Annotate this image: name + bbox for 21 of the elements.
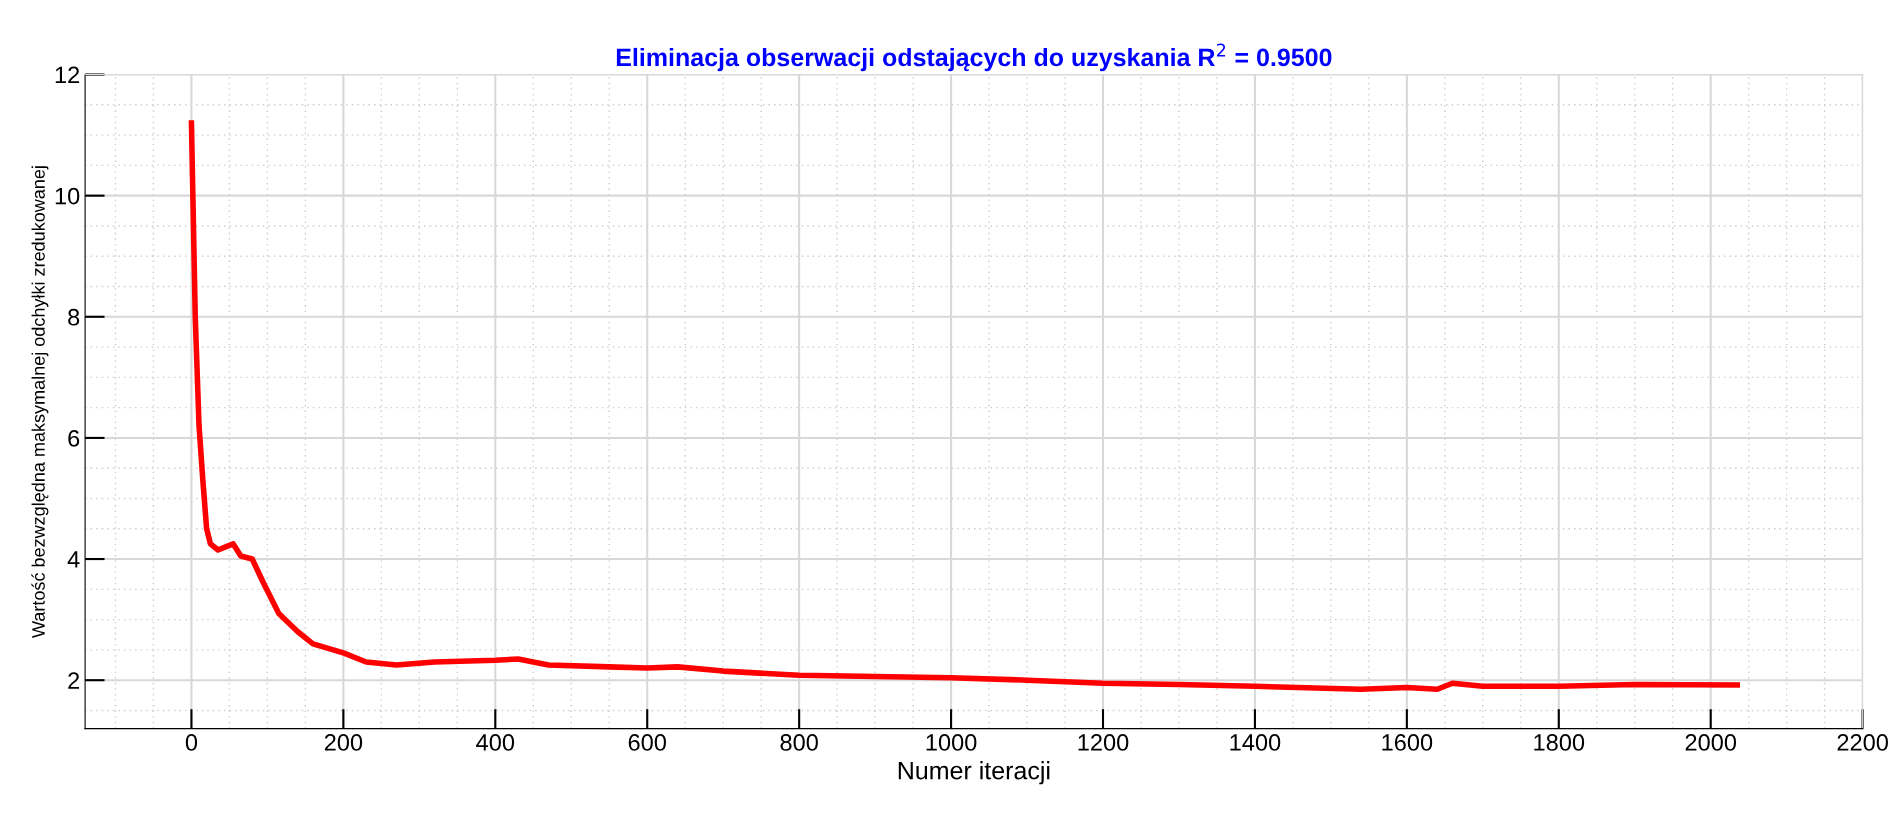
x-tick-label: 400 (476, 734, 515, 751)
y-axis-title: Wartość bezwzględna maksymalnej odchyłki zredukowanej (31, 166, 49, 638)
x-tick-label: 200 (324, 734, 363, 751)
x-axis-title: Numer iteracji (898, 761, 1050, 785)
x-tick-label: 800 (780, 734, 818, 751)
y-tick-label: 6 (68, 429, 80, 447)
x-tick-label: 1600 (1382, 734, 1433, 751)
y-tick-label: 12 (55, 66, 80, 84)
x-tick-label: 600 (628, 734, 666, 751)
x-tick-label: 1800 (1534, 734, 1585, 751)
y-tick-label: 10 (55, 187, 80, 205)
y-tick-label: 8 (68, 308, 80, 326)
y-tick-label: 4 (67, 551, 80, 568)
x-tick-label: 2000 (1685, 734, 1737, 751)
x-tick-label: 0 (185, 734, 198, 751)
x-tick-label: 2200 (1837, 734, 1888, 751)
x-tick-label: 1200 (1078, 734, 1129, 751)
x-tick-label: 1400 (1230, 734, 1281, 751)
y-tick-label: 2 (68, 672, 80, 689)
chart-title: Eliminacja obserwacji odstających do uzyskania R$^{2}$ = 0.9500 (616, 43, 1332, 72)
x-tick-label: 1000 (926, 734, 977, 751)
